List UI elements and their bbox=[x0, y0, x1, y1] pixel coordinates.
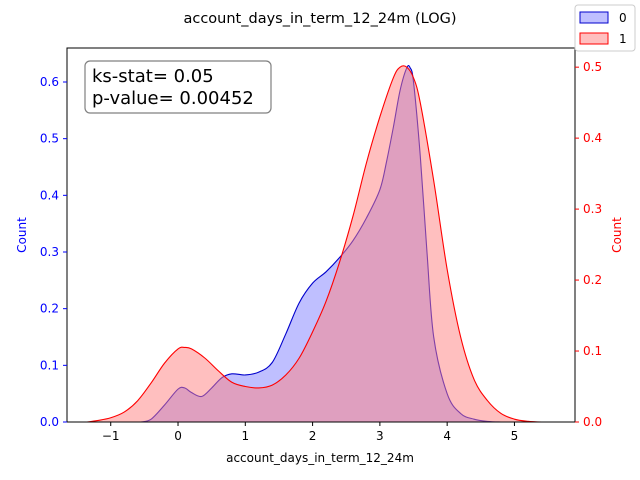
y-left-tick-label: 0.3 bbox=[40, 245, 59, 259]
chart-title: account_days_in_term_12_24m (LOG) bbox=[183, 11, 456, 27]
series-1-line bbox=[87, 65, 555, 423]
x-tick-label: 4 bbox=[443, 429, 451, 443]
legend-label-series-0: 0 bbox=[619, 11, 627, 25]
stats-annotation: ks-stat= 0.05 p-value= 0.00452 bbox=[84, 60, 272, 114]
y-left-tick-label: 0.0 bbox=[40, 415, 59, 429]
x-tick-label: 1 bbox=[241, 429, 249, 443]
y-left-tick-label: 0.2 bbox=[40, 302, 59, 316]
y-axis-left-label: Count bbox=[15, 217, 29, 253]
ks-stat-text: ks-stat= 0.05 bbox=[92, 66, 214, 87]
y-right-tick-label: 0.0 bbox=[583, 415, 602, 429]
legend: 0 1 bbox=[574, 4, 636, 52]
x-tick-label: 2 bbox=[309, 429, 317, 443]
legend-label-series-1: 1 bbox=[619, 32, 627, 46]
y-left-tick-label: 0.6 bbox=[40, 75, 59, 89]
x-tick-label: −1 bbox=[102, 429, 120, 443]
y-right-tick-label: 0.5 bbox=[583, 60, 602, 74]
stats-box bbox=[84, 60, 272, 114]
y-left-tick-label: 0.5 bbox=[40, 132, 59, 146]
y-left-tick-label: 0.1 bbox=[40, 358, 59, 372]
y-axis-right: 0.0 0.1 0.2 0.3 0.4 0.5 bbox=[575, 60, 602, 429]
y-axis-left: 0.0 0.1 0.2 0.3 0.4 0.5 0.6 bbox=[40, 75, 67, 429]
x-axis: −1 0 1 2 3 4 5 bbox=[102, 422, 518, 443]
y-right-tick-label: 0.3 bbox=[583, 202, 602, 216]
plot-frame bbox=[66, 47, 576, 423]
legend-swatch-series-0 bbox=[579, 11, 609, 24]
y-right-tick-label: 0.1 bbox=[583, 344, 602, 358]
plot-areas bbox=[87, 64, 555, 423]
y-right-tick-label: 0.4 bbox=[583, 131, 602, 145]
x-tick-label: 0 bbox=[174, 429, 182, 443]
x-tick-label: 3 bbox=[376, 429, 384, 443]
p-value-text: p-value= 0.00452 bbox=[92, 88, 254, 109]
y-axis-right-label: Count bbox=[610, 217, 624, 253]
x-axis-label: account_days_in_term_12_24m bbox=[226, 451, 414, 465]
y-right-tick-label: 0.2 bbox=[583, 273, 602, 287]
legend-swatch-series-1 bbox=[579, 32, 609, 45]
series-1-area bbox=[87, 65, 555, 422]
x-tick-label: 5 bbox=[511, 429, 519, 443]
y-left-tick-label: 0.4 bbox=[40, 188, 59, 202]
